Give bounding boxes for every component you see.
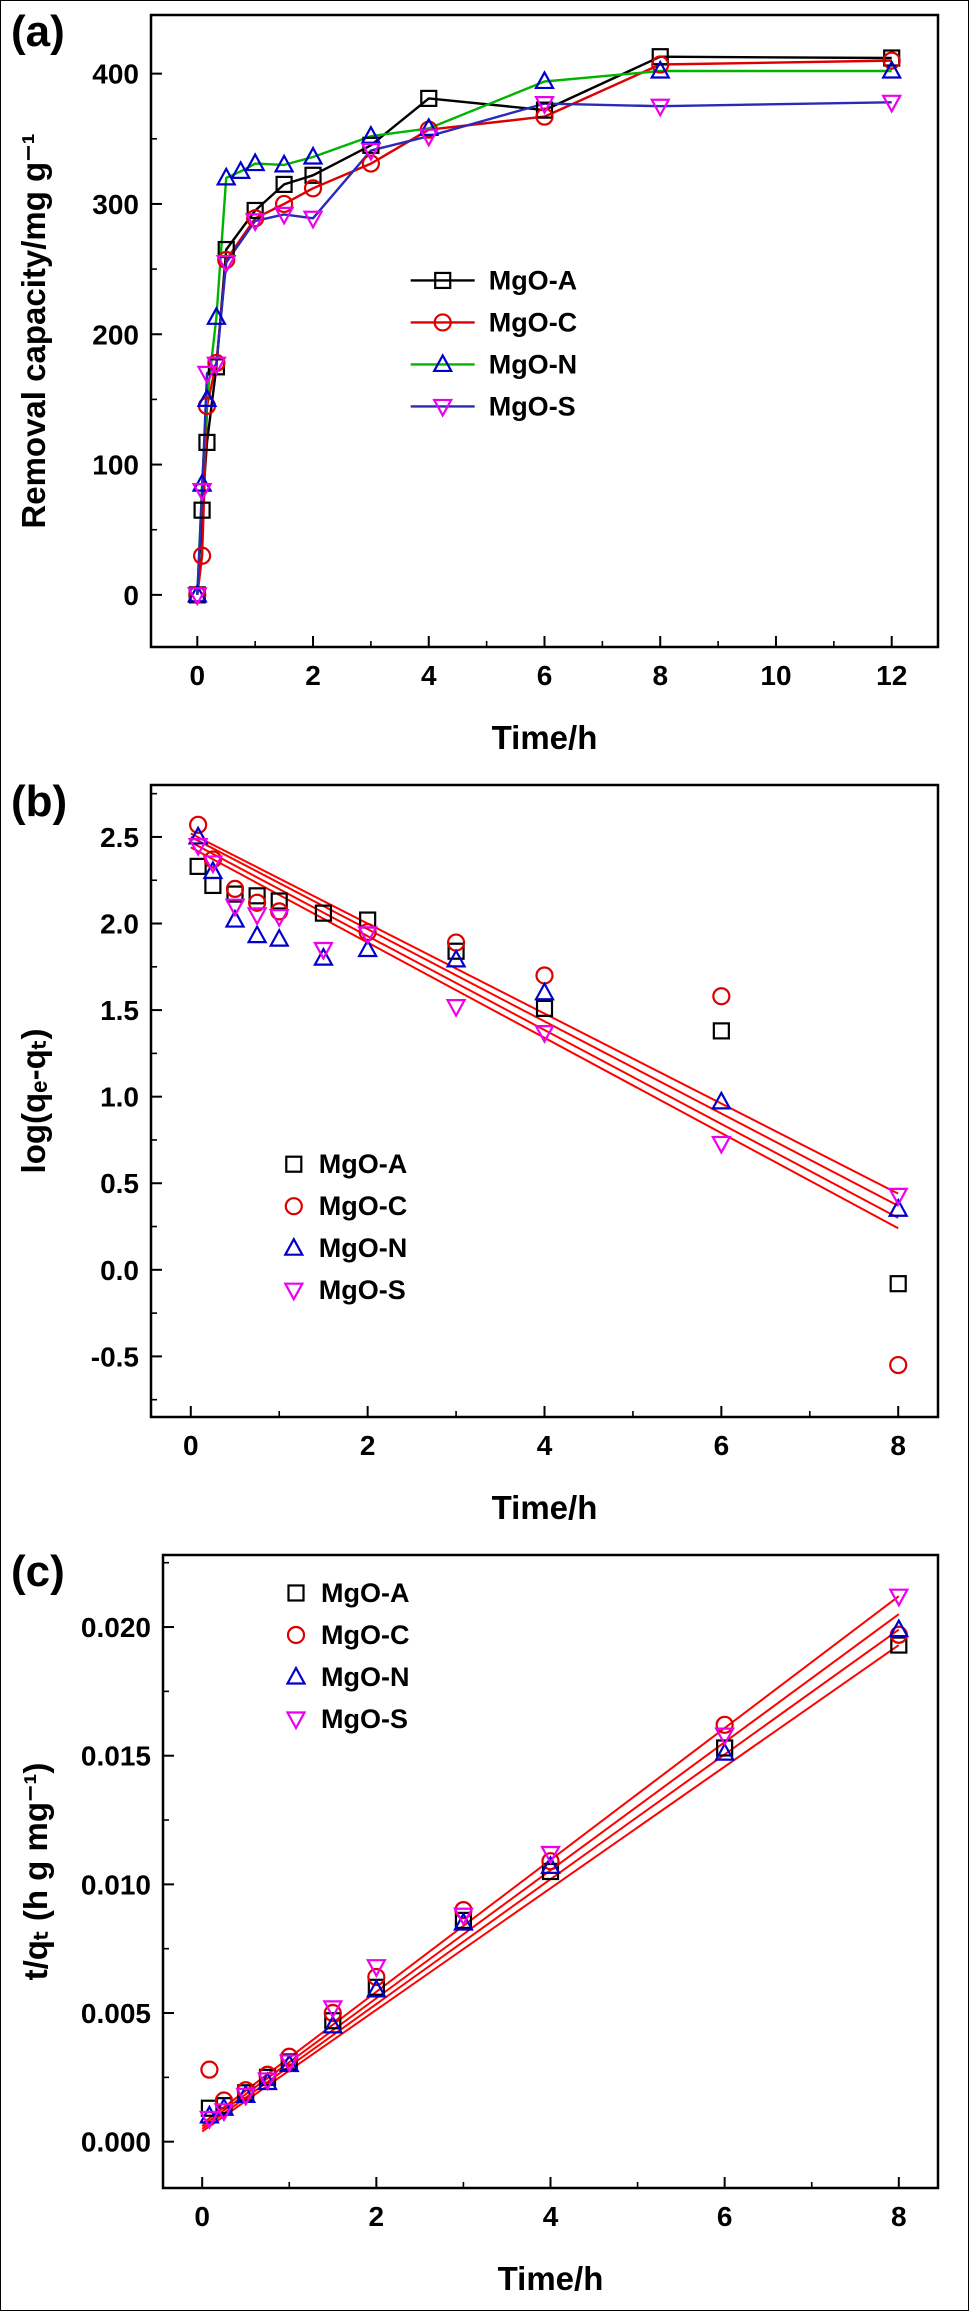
svg-text:300: 300	[92, 189, 139, 220]
svg-text:0.015: 0.015	[81, 1741, 151, 1772]
svg-text:6: 6	[714, 1430, 730, 1461]
svg-text:1.0: 1.0	[100, 1082, 139, 1113]
svg-text:t/qₜ (h g mg⁻¹): t/qₜ (h g mg⁻¹)	[17, 1763, 54, 1981]
svg-text:0: 0	[123, 580, 139, 611]
svg-text:400: 400	[92, 59, 139, 90]
svg-text:0.020: 0.020	[81, 1612, 151, 1643]
svg-text:8: 8	[891, 2201, 907, 2232]
svg-text:Removal capacity/mg g⁻¹: Removal capacity/mg g⁻¹	[15, 133, 52, 528]
panel-a-chart: 0 2 4 6 8 10 12 0 100 200 300 400 MgO-A MgO-C MgO-N MgO…	[1, 1, 969, 776]
svg-text:0.5: 0.5	[100, 1168, 139, 1199]
svg-text:2: 2	[305, 660, 321, 691]
svg-text:-0.5: -0.5	[91, 1341, 139, 1372]
svg-text:0: 0	[194, 2201, 210, 2232]
svg-text:6: 6	[537, 660, 553, 691]
svg-text:MgO-S: MgO-S	[321, 1704, 408, 1734]
svg-text:8: 8	[652, 660, 668, 691]
panel-b-label: (b)	[11, 777, 68, 826]
panel-c-label: (c)	[11, 1547, 65, 1596]
svg-text:1.5: 1.5	[100, 995, 139, 1026]
svg-text:0: 0	[190, 660, 206, 691]
svg-text:MgO-S: MgO-S	[319, 1275, 406, 1305]
svg-text:8: 8	[890, 1430, 906, 1461]
panel-b: (b) 0 2 4 6 8 -0.5 0.0 0.5 1.0 1.5 2.0 2.5 MgO-A MgO-…	[1, 771, 968, 1541]
svg-text:12: 12	[876, 660, 907, 691]
svg-text:2: 2	[360, 1430, 376, 1461]
svg-text:4: 4	[421, 660, 437, 691]
svg-text:0.005: 0.005	[81, 1998, 151, 2029]
svg-text:log(qₑ-qₜ): log(qₑ-qₜ)	[15, 1029, 52, 1174]
panel-b-chart: 0 2 4 6 8 -0.5 0.0 0.5 1.0 1.5 2.0 2.5 MgO-A MgO-C MgO…	[1, 771, 969, 1546]
svg-text:MgO-C: MgO-C	[489, 307, 577, 337]
svg-text:MgO-N: MgO-N	[321, 1662, 409, 1692]
svg-text:0.010: 0.010	[81, 1869, 151, 1900]
svg-text:6: 6	[717, 2201, 733, 2232]
svg-text:2.5: 2.5	[100, 822, 139, 853]
svg-text:MgO-N: MgO-N	[319, 1233, 407, 1263]
svg-text:200: 200	[92, 319, 139, 350]
svg-text:4: 4	[543, 2201, 559, 2232]
svg-text:2.0: 2.0	[100, 909, 139, 940]
panel-a: (a) 0 2 4 6 8 10 12 0 100 200 300 400 MgO-A MgO-C MgO-…	[1, 1, 968, 771]
chart-canvas: 0 2 4 6 8 10 12 0 100 200 300 400 MgO-A MgO-C MgO-N MgO…	[15, 13, 940, 756]
panel-a-label: (a)	[11, 7, 65, 56]
svg-text:MgO-N: MgO-N	[489, 349, 577, 379]
svg-text:MgO-A: MgO-A	[489, 265, 577, 295]
svg-text:Time/h: Time/h	[492, 1489, 598, 1526]
svg-text:100: 100	[92, 450, 139, 481]
svg-text:0.0: 0.0	[100, 1255, 139, 1286]
chart-canvas: 0 2 4 6 8 0.000 0.005 0.010 0.015 0.020 MgO-A MgO-C…	[17, 1553, 940, 2297]
svg-text:Time/h: Time/h	[498, 2260, 604, 2297]
svg-text:2: 2	[369, 2201, 385, 2232]
panel-c-chart: 0 2 4 6 8 0.000 0.005 0.010 0.015 0.020 MgO-A MgO-C…	[1, 1541, 969, 2317]
svg-text:4: 4	[537, 1430, 553, 1461]
svg-text:0: 0	[183, 1430, 199, 1461]
chart-canvas: 0 2 4 6 8 -0.5 0.0 0.5 1.0 1.5 2.0 2.5 MgO-A MgO-C MgO…	[15, 783, 940, 1526]
svg-text:MgO-C: MgO-C	[321, 1620, 409, 1650]
svg-text:MgO-A: MgO-A	[321, 1578, 409, 1608]
svg-text:10: 10	[760, 660, 791, 691]
svg-text:Time/h: Time/h	[492, 719, 598, 756]
svg-text:MgO-S: MgO-S	[489, 391, 576, 421]
svg-text:MgO-A: MgO-A	[319, 1149, 407, 1179]
svg-text:0.000: 0.000	[81, 2127, 151, 2158]
svg-text:MgO-C: MgO-C	[319, 1191, 407, 1221]
panel-c: (c) 0 2 4 6 8 0.000 0.005 0.010 0.015 0.020 MgO-A M…	[1, 1541, 968, 2312]
